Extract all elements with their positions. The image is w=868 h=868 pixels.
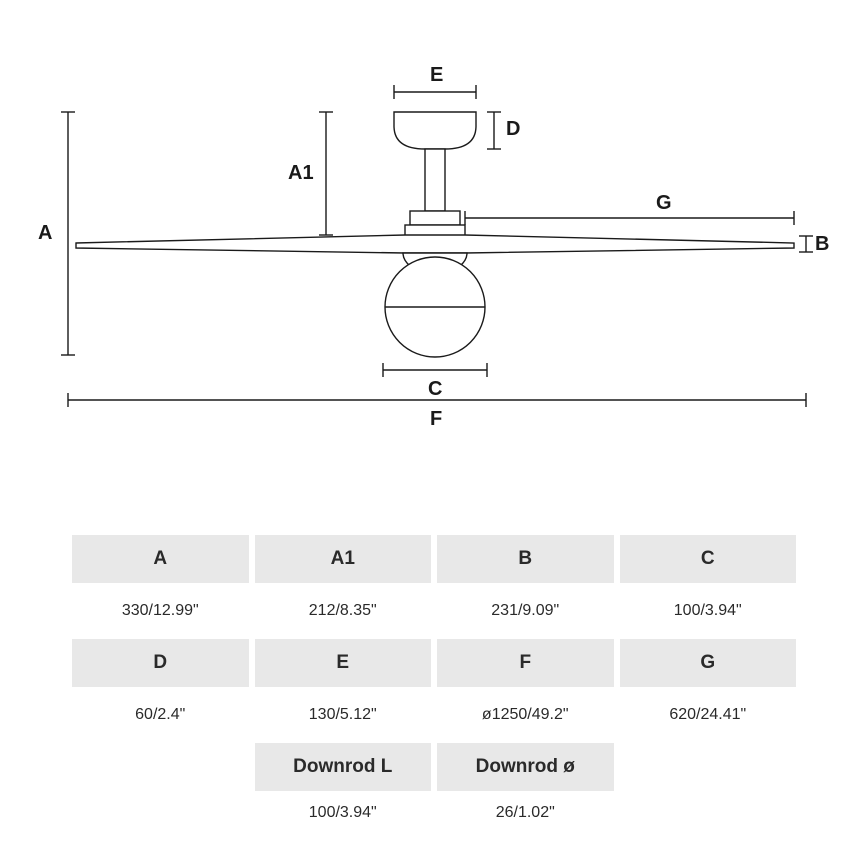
label-A: A (38, 222, 52, 245)
spec-table: A A1 B C 330/12.99" 212/8.35" 231/9.09" … (72, 535, 796, 835)
blade (76, 235, 794, 253)
spec-row2-vals: 60/2.4" 130/5.12" ø1250/49.2" 620/24.41" (72, 693, 796, 737)
spec-row1-heads: A A1 B C (72, 535, 796, 583)
val-downrod-d: 26/1.02" (437, 791, 614, 835)
head-D: D (72, 639, 249, 687)
fan-svg (50, 70, 820, 460)
head-F: F (437, 639, 614, 687)
head-C: C (620, 535, 797, 583)
head-E: E (255, 639, 432, 687)
label-C: C (428, 378, 442, 401)
val-G: 620/24.41" (620, 693, 797, 737)
downrod (425, 149, 445, 211)
head-downrod-L: Downrod L (255, 743, 432, 791)
canopy (394, 112, 476, 149)
head-A: A (72, 535, 249, 583)
label-G: G (656, 192, 672, 215)
val-F: ø1250/49.2" (437, 693, 614, 737)
hub-upper (410, 211, 460, 225)
val-D: 60/2.4" (72, 693, 249, 737)
label-F: F (430, 408, 442, 431)
spec-row3-heads: Downrod L Downrod ø (72, 743, 796, 791)
val-downrod-L: 100/3.94" (255, 791, 432, 835)
spec-row3-vals: 100/3.94" 26/1.02" (72, 791, 796, 835)
val-A1: 212/8.35" (255, 589, 432, 633)
head-downrod-d: Downrod ø (437, 743, 614, 791)
label-A1: A1 (288, 162, 314, 185)
head-A1: A1 (255, 535, 432, 583)
page: A A1 B C D E F G A A1 B C 330/12.99" 212… (0, 0, 868, 868)
label-D: D (506, 118, 520, 141)
val-E: 130/5.12" (255, 693, 432, 737)
spec-row2-heads: D E F G (72, 639, 796, 687)
fan-diagram: A A1 B C D E F G (50, 70, 820, 460)
val-C: 100/3.94" (620, 589, 797, 633)
head-B: B (437, 535, 614, 583)
head-G: G (620, 639, 797, 687)
label-E: E (430, 64, 443, 87)
val-B: 231/9.09" (437, 589, 614, 633)
val-A: 330/12.99" (72, 589, 249, 633)
spec-row1-vals: 330/12.99" 212/8.35" 231/9.09" 100/3.94" (72, 589, 796, 633)
label-B: B (815, 233, 829, 256)
